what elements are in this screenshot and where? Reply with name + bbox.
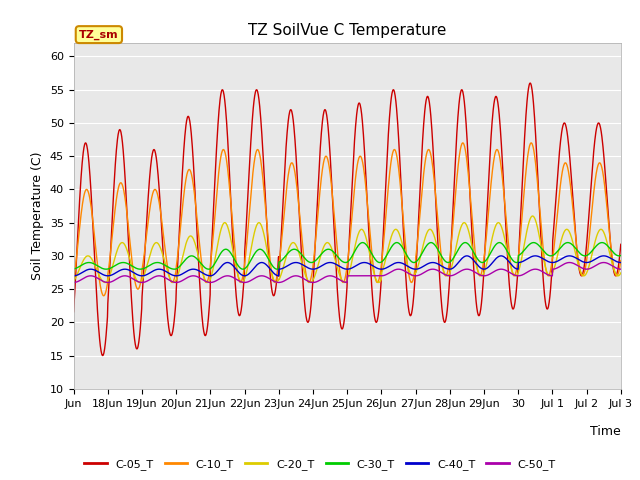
- Text: Time: Time: [590, 425, 621, 438]
- Y-axis label: Soil Temperature (C): Soil Temperature (C): [31, 152, 44, 280]
- Legend: C-05_T, C-10_T, C-20_T, C-30_T, C-40_T, C-50_T: C-05_T, C-10_T, C-20_T, C-30_T, C-40_T, …: [80, 455, 560, 474]
- Text: TZ_sm: TZ_sm: [79, 29, 118, 40]
- Title: TZ SoilVue C Temperature: TZ SoilVue C Temperature: [248, 23, 446, 38]
